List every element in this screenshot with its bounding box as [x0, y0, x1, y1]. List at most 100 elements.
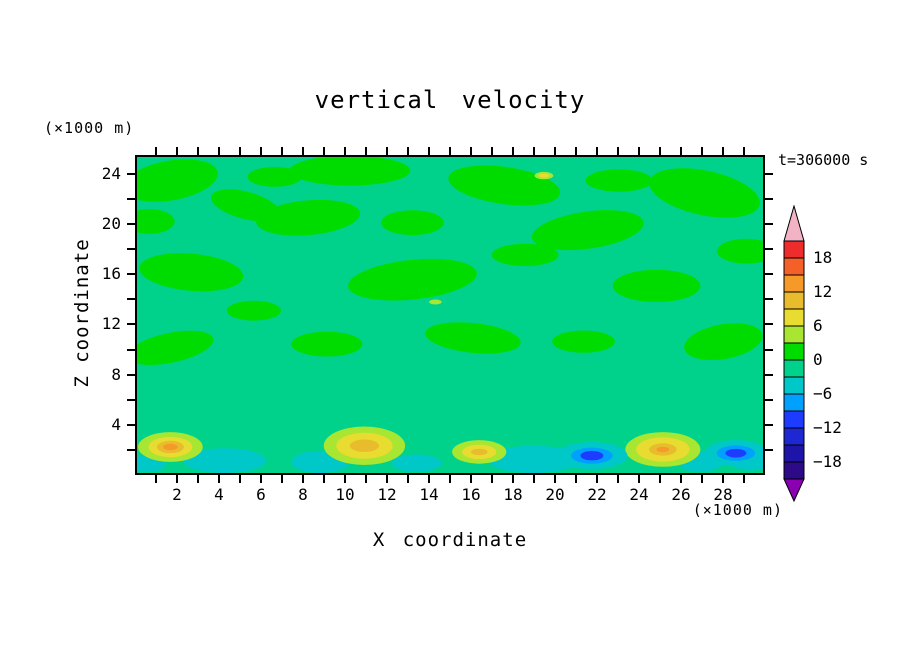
x-tick-label: 24 — [629, 485, 649, 504]
x-tick — [617, 475, 619, 483]
chart-title: vertical velocity — [314, 86, 586, 114]
x-tick — [344, 147, 346, 155]
x-tick — [386, 147, 388, 155]
green-contour-patch — [491, 243, 559, 267]
x-tick-label: 20 — [545, 485, 565, 504]
x-tick — [407, 475, 409, 483]
z-axis-title: Z coordinate — [71, 238, 93, 388]
x-tick — [743, 475, 745, 483]
colorbar-label: 6 — [813, 316, 823, 335]
green-contour-patch — [717, 238, 763, 264]
x-tick — [197, 147, 199, 155]
y-tick — [127, 323, 135, 326]
colorbar-label: 18 — [813, 248, 832, 267]
green-contour-patch — [247, 166, 302, 187]
y-tick — [765, 323, 773, 326]
cyan-contour-patch — [182, 448, 267, 473]
x-tick — [659, 475, 661, 483]
x-tick — [239, 475, 241, 483]
x-tick — [218, 147, 220, 155]
x-tick-label: 26 — [671, 485, 691, 504]
colorbar-segment — [783, 427, 805, 446]
y-tick — [765, 248, 773, 251]
z-axis-units-label: (×1000 m) — [44, 119, 135, 137]
y-tick — [765, 398, 773, 401]
x-tick — [638, 147, 640, 155]
updraft-cell — [656, 446, 670, 453]
y-tick — [765, 298, 773, 301]
x-tick — [701, 147, 703, 155]
plot-area — [135, 155, 765, 475]
x-tick — [386, 475, 388, 483]
green-contour-patch — [256, 199, 361, 236]
x-tick — [155, 147, 157, 155]
x-tick — [638, 475, 640, 483]
colorbar-segment — [783, 291, 805, 310]
green-contour-patch — [381, 210, 444, 236]
x-tick-label: 14 — [419, 485, 439, 504]
updraft-cell — [470, 448, 488, 456]
x-tick — [554, 147, 556, 155]
x-tick — [449, 475, 451, 483]
time-annotation: t=306000 s — [778, 151, 869, 169]
green-contour-patch — [585, 169, 653, 192]
x-tick-label: 8 — [298, 485, 308, 504]
colorbar-label: −12 — [813, 418, 842, 437]
colorbar-segment — [783, 444, 805, 463]
green-contour-patch — [425, 322, 521, 354]
x-tick — [323, 147, 325, 155]
x-tick — [596, 147, 598, 155]
x-tick — [512, 475, 514, 483]
y-tick — [127, 348, 135, 351]
x-tick — [260, 475, 262, 483]
x-tick-label: 16 — [461, 485, 481, 504]
colorbar-top-arrow — [783, 205, 805, 242]
colorbar: 18 12 6 0 −6 −12 −18 — [783, 205, 842, 503]
green-contour-patch — [612, 269, 701, 302]
x-tick-label: 22 — [587, 485, 607, 504]
y-tick — [765, 373, 773, 376]
x-tick — [428, 147, 430, 155]
colorbar-segment — [783, 410, 805, 429]
x-tick — [722, 475, 724, 483]
x-tick-label: 2 — [172, 485, 182, 504]
y-tick — [765, 423, 773, 426]
x-tick — [197, 475, 199, 483]
colorbar-segment — [783, 461, 805, 480]
x-tick — [659, 147, 661, 155]
green-contour-patch — [348, 258, 477, 301]
x-tick — [617, 147, 619, 155]
colorbar-label: −6 — [813, 384, 832, 403]
y-tick-label: 4 — [111, 414, 121, 434]
green-contour-patch — [226, 300, 281, 321]
x-tick — [218, 475, 220, 483]
y-tick — [765, 223, 773, 226]
colorbar-segment — [783, 274, 805, 293]
y-tick — [765, 448, 773, 451]
y-tick — [127, 448, 135, 451]
y-tick — [127, 398, 135, 401]
colorbar-label: 0 — [813, 350, 823, 369]
green-contour-patch — [531, 210, 644, 251]
y-tick — [127, 373, 135, 376]
updraft-cell — [163, 443, 178, 451]
colorbar-segment — [783, 325, 805, 344]
green-contour-patch — [137, 159, 218, 202]
y-tick — [765, 172, 773, 175]
green-contour-patch — [448, 165, 561, 206]
x-tick — [512, 147, 514, 155]
x-tick — [680, 475, 682, 483]
colorbar-bottom-arrow — [783, 478, 805, 503]
x-tick — [491, 147, 493, 155]
small-anomaly — [429, 299, 442, 305]
colorbar-segment — [783, 376, 805, 395]
x-tick — [344, 475, 346, 483]
x-tick — [260, 147, 262, 155]
colorbar-segment — [783, 257, 805, 276]
x-tick — [491, 475, 493, 483]
y-tick — [765, 197, 773, 200]
y-tick — [127, 423, 135, 426]
x-tick — [428, 475, 430, 483]
x-tick — [407, 147, 409, 155]
